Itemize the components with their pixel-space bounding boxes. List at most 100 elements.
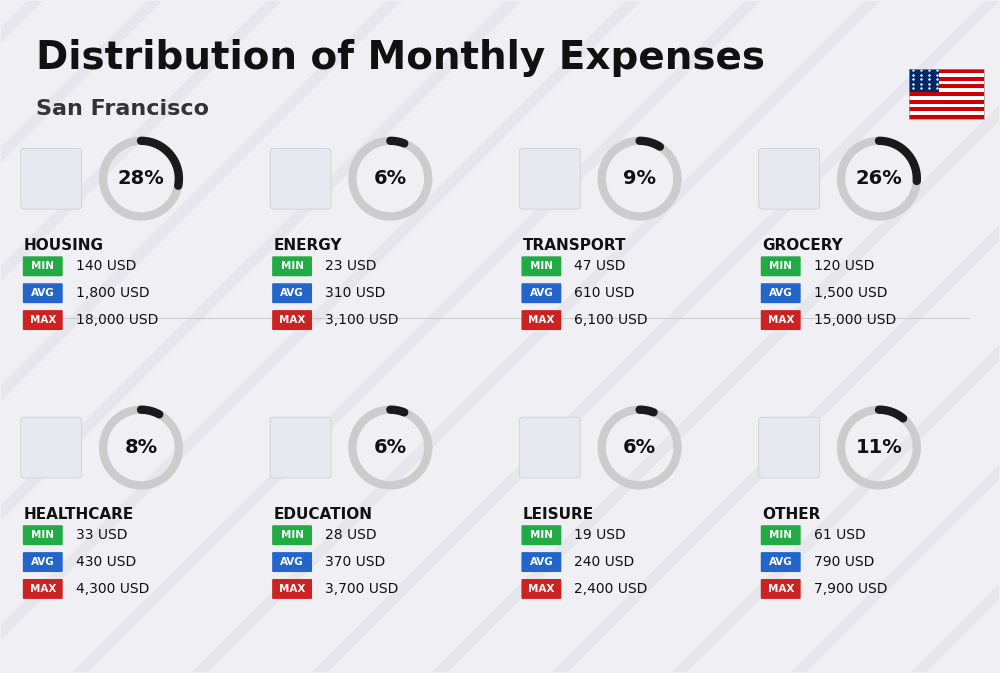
FancyBboxPatch shape: [23, 552, 63, 572]
FancyBboxPatch shape: [521, 525, 561, 545]
Text: 9%: 9%: [623, 169, 656, 188]
Text: AVG: AVG: [530, 288, 553, 298]
FancyBboxPatch shape: [272, 310, 312, 330]
Text: MAX: MAX: [30, 315, 56, 325]
FancyBboxPatch shape: [23, 525, 63, 545]
Text: AVG: AVG: [280, 557, 304, 567]
Text: AVG: AVG: [280, 288, 304, 298]
Text: EDUCATION: EDUCATION: [273, 507, 372, 522]
Text: 19 USD: 19 USD: [574, 528, 626, 542]
Text: AVG: AVG: [530, 557, 553, 567]
FancyBboxPatch shape: [761, 525, 801, 545]
FancyBboxPatch shape: [270, 417, 331, 478]
FancyBboxPatch shape: [23, 283, 63, 303]
Text: 240 USD: 240 USD: [574, 555, 635, 569]
Text: 1,500 USD: 1,500 USD: [814, 286, 887, 300]
Text: 26%: 26%: [856, 169, 902, 188]
Text: MAX: MAX: [768, 315, 794, 325]
FancyBboxPatch shape: [23, 256, 63, 276]
Text: 23 USD: 23 USD: [325, 259, 376, 273]
FancyBboxPatch shape: [521, 310, 561, 330]
FancyBboxPatch shape: [21, 417, 82, 478]
FancyBboxPatch shape: [521, 256, 561, 276]
Text: MAX: MAX: [279, 584, 305, 594]
Text: 3,100 USD: 3,100 USD: [325, 313, 398, 327]
FancyBboxPatch shape: [521, 579, 561, 599]
FancyBboxPatch shape: [519, 148, 580, 209]
Text: MIN: MIN: [769, 530, 792, 540]
Text: MAX: MAX: [768, 584, 794, 594]
FancyBboxPatch shape: [272, 525, 312, 545]
Text: AVG: AVG: [31, 288, 55, 298]
Text: 6,100 USD: 6,100 USD: [574, 313, 648, 327]
Text: 15,000 USD: 15,000 USD: [814, 313, 896, 327]
Text: HEALTHCARE: HEALTHCARE: [24, 507, 134, 522]
FancyBboxPatch shape: [23, 579, 63, 599]
FancyBboxPatch shape: [909, 77, 984, 81]
Text: MIN: MIN: [530, 530, 553, 540]
Text: 1,800 USD: 1,800 USD: [76, 286, 149, 300]
Text: 2,400 USD: 2,400 USD: [574, 582, 648, 596]
Text: MIN: MIN: [530, 261, 553, 271]
FancyBboxPatch shape: [909, 104, 984, 108]
Text: 8%: 8%: [124, 438, 158, 457]
Text: MAX: MAX: [279, 315, 305, 325]
FancyBboxPatch shape: [272, 256, 312, 276]
FancyBboxPatch shape: [761, 256, 801, 276]
FancyBboxPatch shape: [909, 115, 984, 119]
Text: MIN: MIN: [769, 261, 792, 271]
Text: 310 USD: 310 USD: [325, 286, 385, 300]
FancyBboxPatch shape: [909, 73, 984, 77]
Text: AVG: AVG: [769, 288, 793, 298]
FancyBboxPatch shape: [272, 283, 312, 303]
FancyBboxPatch shape: [521, 552, 561, 572]
Text: TRANSPORT: TRANSPORT: [522, 238, 626, 254]
FancyBboxPatch shape: [761, 579, 801, 599]
Text: 790 USD: 790 USD: [814, 555, 874, 569]
FancyBboxPatch shape: [272, 552, 312, 572]
Text: 4,300 USD: 4,300 USD: [76, 582, 149, 596]
FancyBboxPatch shape: [909, 100, 984, 104]
Text: 6%: 6%: [374, 438, 407, 457]
FancyBboxPatch shape: [23, 310, 63, 330]
Text: ENERGY: ENERGY: [273, 238, 342, 254]
Text: 6%: 6%: [374, 169, 407, 188]
Text: San Francisco: San Francisco: [36, 99, 209, 119]
Text: 140 USD: 140 USD: [76, 259, 136, 273]
FancyBboxPatch shape: [909, 111, 984, 115]
FancyBboxPatch shape: [21, 148, 82, 209]
Text: MAX: MAX: [30, 584, 56, 594]
FancyBboxPatch shape: [761, 283, 801, 303]
FancyBboxPatch shape: [759, 148, 820, 209]
FancyBboxPatch shape: [761, 310, 801, 330]
FancyBboxPatch shape: [909, 96, 984, 100]
Text: 7,900 USD: 7,900 USD: [814, 582, 887, 596]
Text: 610 USD: 610 USD: [574, 286, 635, 300]
FancyBboxPatch shape: [761, 552, 801, 572]
FancyBboxPatch shape: [909, 69, 939, 92]
Text: MAX: MAX: [528, 584, 555, 594]
Text: 6%: 6%: [623, 438, 656, 457]
FancyBboxPatch shape: [909, 88, 984, 92]
Text: 3,700 USD: 3,700 USD: [325, 582, 398, 596]
FancyBboxPatch shape: [909, 108, 984, 111]
Text: AVG: AVG: [769, 557, 793, 567]
Text: OTHER: OTHER: [762, 507, 820, 522]
Text: MIN: MIN: [31, 261, 54, 271]
Text: 18,000 USD: 18,000 USD: [76, 313, 158, 327]
Text: LEISURE: LEISURE: [522, 507, 594, 522]
FancyBboxPatch shape: [909, 81, 984, 84]
Text: 11%: 11%: [856, 438, 902, 457]
FancyBboxPatch shape: [909, 84, 984, 88]
Text: 28%: 28%: [118, 169, 164, 188]
FancyBboxPatch shape: [759, 417, 820, 478]
Text: AVG: AVG: [31, 557, 55, 567]
FancyBboxPatch shape: [270, 148, 331, 209]
FancyBboxPatch shape: [272, 579, 312, 599]
Text: 430 USD: 430 USD: [76, 555, 136, 569]
FancyBboxPatch shape: [909, 69, 984, 73]
FancyBboxPatch shape: [519, 417, 580, 478]
Text: 120 USD: 120 USD: [814, 259, 874, 273]
Text: 47 USD: 47 USD: [574, 259, 626, 273]
Text: HOUSING: HOUSING: [24, 238, 104, 254]
